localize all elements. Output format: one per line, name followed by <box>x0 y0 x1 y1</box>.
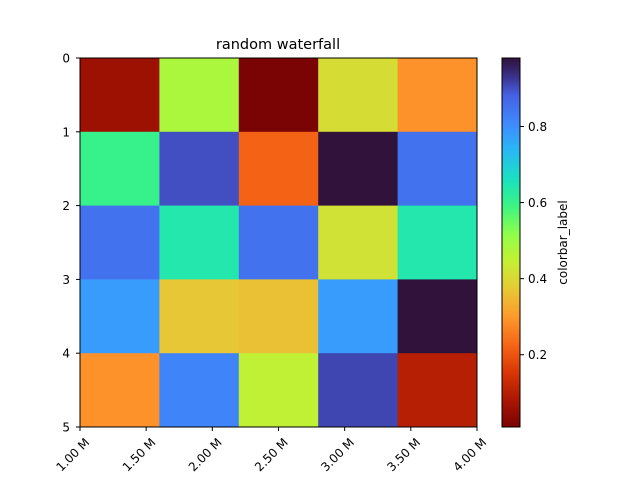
heatmap-cell <box>318 279 399 354</box>
heatmap-cell <box>238 353 319 428</box>
chart-title: random waterfall <box>216 37 340 53</box>
heatmap-cells <box>80 58 478 428</box>
colorbar-tick-label: 0.6 <box>528 196 547 210</box>
heatmap-cell <box>397 58 478 133</box>
y-tick-label: 4 <box>62 347 70 361</box>
y-tick-label: 0 <box>62 52 70 66</box>
heatmap-cell <box>80 58 160 133</box>
colorbar-frame <box>501 57 521 428</box>
heatmap-cell <box>318 58 399 133</box>
heatmap-cell <box>318 353 399 428</box>
y-axis: 0 1 2 3 4 5 <box>62 52 80 435</box>
y-tick-label: 1 <box>62 125 70 139</box>
y-tick-label: 5 <box>62 421 70 435</box>
heatmap-cell <box>80 131 160 207</box>
heatmap-cell <box>318 131 399 207</box>
heatmap-cell <box>397 279 478 354</box>
heatmap-cell <box>159 58 240 133</box>
heatmap-cell <box>238 58 319 133</box>
heatmap-cell <box>318 205 399 280</box>
colorbar-tick-label: 0.2 <box>528 348 547 362</box>
heatmap-cell <box>80 205 160 280</box>
heatmap-cell <box>159 205 240 280</box>
colorbar-gradient <box>502 58 520 427</box>
heatmap-cell <box>397 205 478 280</box>
colorbar-label: colorbar_label <box>556 200 570 284</box>
heatmap-cell <box>397 131 478 207</box>
y-tick-label: 2 <box>62 199 70 213</box>
colorbar: 0.2 0.4 0.6 0.8 colorbar_label <box>501 57 570 428</box>
colorbar-tick-label: 0.4 <box>528 272 547 286</box>
heatmap-cell <box>159 131 240 207</box>
heatmap-cell <box>238 131 319 207</box>
heatmap-cell <box>238 205 319 280</box>
y-tick-label: 3 <box>62 273 70 287</box>
colorbar-tick-label: 0.8 <box>528 120 547 134</box>
colorbar-ticks: 0.2 0.4 0.6 0.8 <box>520 120 547 362</box>
heatmap-cell <box>159 279 240 354</box>
heatmap-cell <box>80 353 160 428</box>
heatmap-cell <box>397 353 478 428</box>
heatmap-cell <box>80 279 160 354</box>
heatmap-cell <box>159 353 240 428</box>
heatmap-cell <box>238 279 319 354</box>
